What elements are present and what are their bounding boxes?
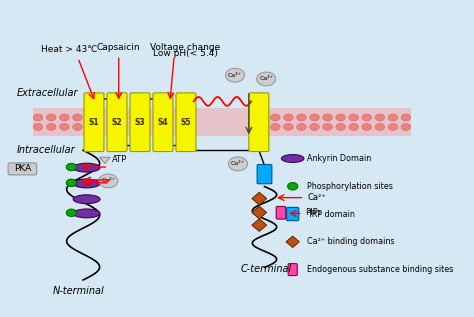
Circle shape — [323, 123, 332, 130]
Circle shape — [99, 174, 118, 188]
Text: Ca²⁺: Ca²⁺ — [231, 161, 245, 166]
Polygon shape — [252, 192, 267, 205]
Text: Intracellular: Intracellular — [17, 145, 76, 155]
Ellipse shape — [73, 209, 100, 218]
FancyBboxPatch shape — [153, 93, 173, 152]
Text: Capsaicin: Capsaicin — [97, 43, 140, 52]
FancyBboxPatch shape — [130, 93, 150, 152]
Ellipse shape — [73, 179, 100, 188]
Circle shape — [283, 114, 293, 121]
Circle shape — [226, 68, 245, 82]
Text: Ca²⁺ binding domains: Ca²⁺ binding domains — [308, 237, 395, 246]
Text: C-terminal: C-terminal — [241, 264, 292, 274]
Circle shape — [375, 123, 384, 130]
Text: Ca²⁺: Ca²⁺ — [259, 76, 273, 81]
Circle shape — [228, 157, 247, 171]
Text: Low pH(< 5.4): Low pH(< 5.4) — [153, 49, 218, 58]
FancyBboxPatch shape — [257, 165, 272, 184]
Text: Extracellular: Extracellular — [17, 88, 79, 98]
Text: S2: S2 — [112, 118, 122, 127]
Circle shape — [401, 123, 410, 130]
Text: N-terminal: N-terminal — [53, 286, 105, 296]
Circle shape — [271, 123, 280, 130]
Circle shape — [310, 114, 319, 121]
Text: Endogenous substance binding sites: Endogenous substance binding sites — [308, 265, 454, 274]
Circle shape — [336, 114, 346, 121]
Circle shape — [60, 114, 69, 121]
Text: S4: S4 — [158, 118, 168, 127]
FancyBboxPatch shape — [84, 93, 104, 152]
Circle shape — [288, 183, 298, 190]
Circle shape — [297, 123, 306, 130]
Circle shape — [271, 114, 280, 121]
Text: Heat > 43℃: Heat > 43℃ — [41, 45, 98, 54]
Text: Ca²⁺: Ca²⁺ — [307, 192, 326, 202]
Circle shape — [388, 114, 398, 121]
FancyBboxPatch shape — [107, 93, 127, 152]
Circle shape — [46, 114, 56, 121]
Polygon shape — [100, 157, 110, 164]
Circle shape — [46, 123, 56, 130]
Circle shape — [375, 114, 384, 121]
Ellipse shape — [73, 163, 100, 172]
FancyBboxPatch shape — [8, 163, 36, 175]
Text: TRP domain: TRP domain — [308, 210, 356, 218]
Ellipse shape — [73, 195, 100, 204]
Polygon shape — [252, 219, 267, 231]
Text: PIP₂: PIP₂ — [305, 208, 321, 217]
Circle shape — [283, 123, 293, 130]
Circle shape — [388, 123, 398, 130]
Circle shape — [362, 114, 372, 121]
Polygon shape — [286, 236, 299, 248]
FancyBboxPatch shape — [287, 207, 299, 221]
Text: ATP: ATP — [112, 155, 127, 164]
FancyBboxPatch shape — [249, 93, 269, 152]
FancyBboxPatch shape — [288, 264, 297, 275]
Circle shape — [257, 72, 276, 86]
Text: Ca²⁺: Ca²⁺ — [228, 73, 242, 78]
Text: Phosphorylation sites: Phosphorylation sites — [308, 182, 393, 191]
Text: S1: S1 — [89, 118, 99, 127]
Circle shape — [362, 123, 372, 130]
Circle shape — [66, 163, 77, 171]
Circle shape — [323, 114, 332, 121]
Text: Ca²⁺: Ca²⁺ — [101, 178, 115, 184]
Circle shape — [33, 114, 43, 121]
Bar — [33, 108, 410, 136]
Circle shape — [66, 209, 77, 217]
Circle shape — [401, 114, 410, 121]
Circle shape — [297, 114, 306, 121]
Circle shape — [60, 123, 69, 130]
Circle shape — [336, 123, 346, 130]
Circle shape — [73, 123, 82, 130]
Circle shape — [349, 123, 358, 130]
Circle shape — [349, 114, 358, 121]
Circle shape — [73, 114, 82, 121]
FancyBboxPatch shape — [276, 206, 286, 219]
Text: S5: S5 — [181, 118, 191, 127]
Circle shape — [310, 123, 319, 130]
Text: PKA: PKA — [14, 165, 31, 173]
Circle shape — [33, 123, 43, 130]
Polygon shape — [252, 206, 267, 219]
Ellipse shape — [282, 155, 304, 162]
Circle shape — [66, 179, 77, 187]
Text: Voltage change: Voltage change — [150, 43, 220, 52]
FancyBboxPatch shape — [176, 93, 196, 152]
Text: S3: S3 — [135, 118, 145, 127]
Text: Ankyrin Domain: Ankyrin Domain — [308, 154, 372, 163]
